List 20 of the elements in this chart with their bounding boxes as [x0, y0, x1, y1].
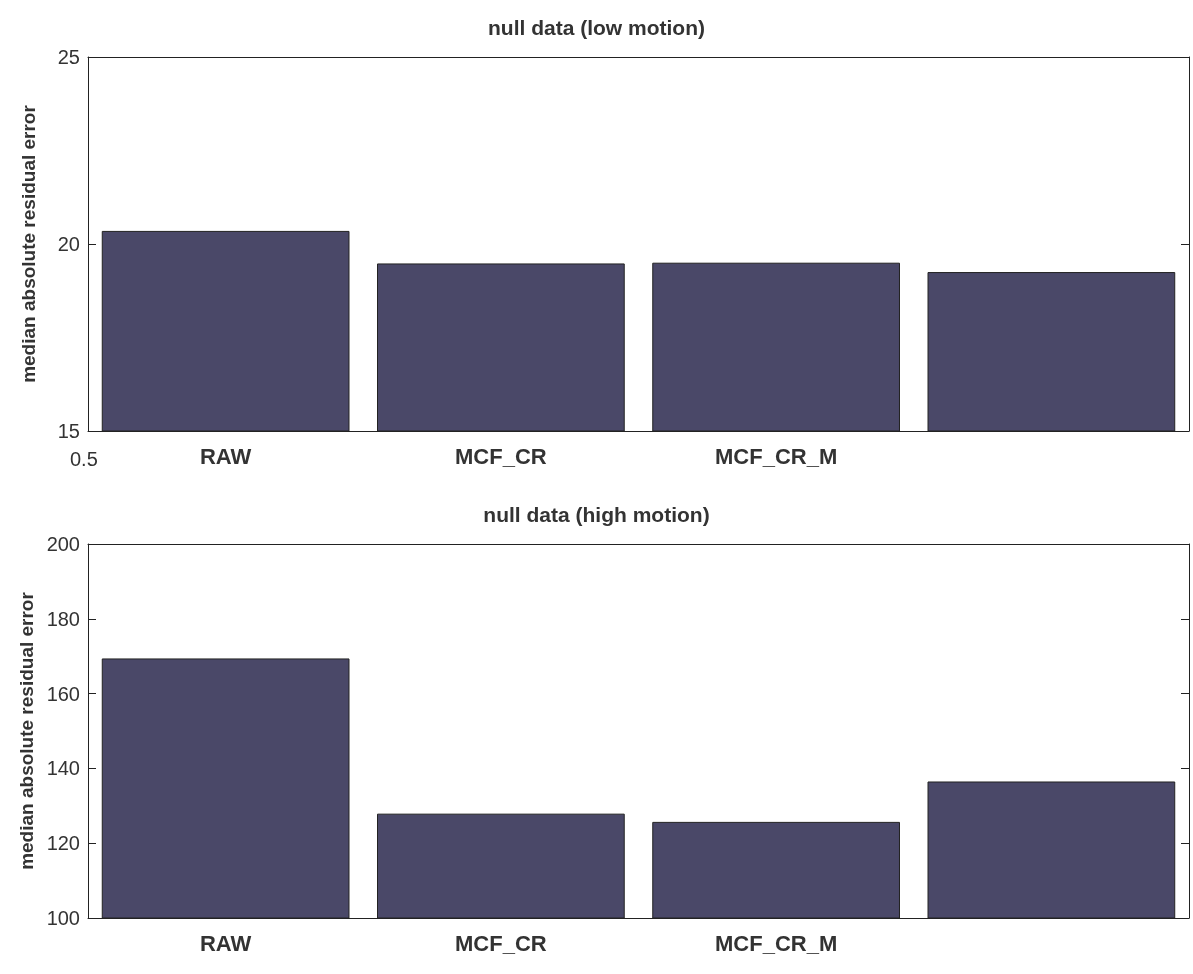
y-tick-label: 140 [46, 757, 80, 780]
x-tick-label: MCF_CR [455, 930, 547, 956]
y-tick-label: 20 [57, 233, 80, 255]
x-tick-label: RAW [199, 930, 252, 956]
y-tick-label: 120 [46, 832, 80, 855]
y-tick-label: 180 [46, 607, 80, 630]
y-axis-title: median absolute residual error [18, 104, 39, 383]
chart-title: null data (high motion) [483, 503, 710, 526]
chart-title: null data (low motion) [488, 16, 705, 39]
y-tick-label: 160 [46, 682, 80, 705]
x-tick-label: RAW [199, 443, 252, 469]
y-tick-label: 15 [57, 420, 80, 442]
x-tick-label: MCF_CR [455, 443, 547, 469]
y-tick-label: 25 [57, 46, 80, 68]
text: 0.5 [70, 448, 98, 470]
y-tick-label: 100 [46, 907, 80, 929]
y-axis-title: median absolute residual error [15, 591, 37, 870]
y-tick-label: 200 [46, 533, 80, 555]
x-tick-label: MCF_CR_M [715, 930, 838, 956]
x-tick-label: MCF_CR_M [715, 443, 838, 469]
